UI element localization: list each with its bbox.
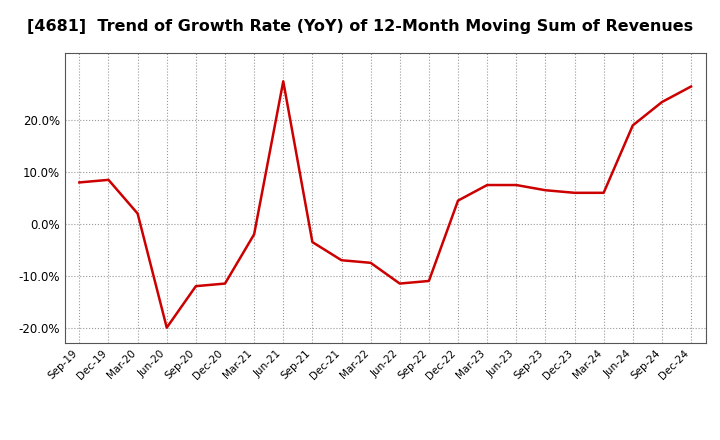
Text: [4681]  Trend of Growth Rate (YoY) of 12-Month Moving Sum of Revenues: [4681] Trend of Growth Rate (YoY) of 12-…: [27, 19, 693, 34]
